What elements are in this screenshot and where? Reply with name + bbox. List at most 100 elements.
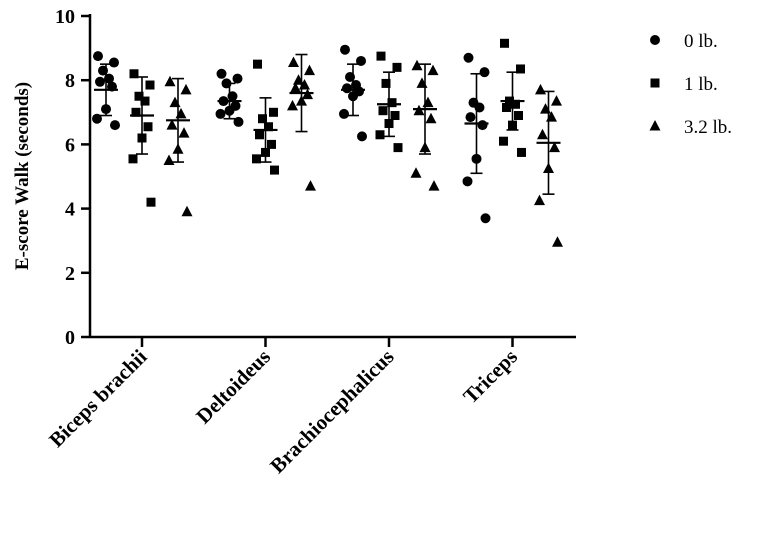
data-point <box>376 51 386 61</box>
data-point <box>175 107 187 119</box>
data-point <box>462 176 473 187</box>
data-point <box>465 112 476 123</box>
data-point <box>270 165 279 175</box>
data-point <box>128 154 138 164</box>
data-point <box>232 73 243 84</box>
data-point <box>178 127 190 138</box>
data-point <box>287 99 298 111</box>
data-point <box>164 75 176 87</box>
x-tick-label: Triceps <box>458 345 522 409</box>
legend-label: 3.2 lb. <box>684 117 732 138</box>
data-point <box>146 197 156 207</box>
data-point <box>267 139 276 149</box>
y-tick-label: 8 <box>65 70 75 92</box>
y-tick-label: 4 <box>65 199 75 221</box>
data-point <box>143 122 153 132</box>
axes: E-score Walk (seconds) <box>12 14 576 339</box>
legend-marker <box>649 120 661 131</box>
data-point <box>305 180 316 191</box>
data-point <box>140 96 150 106</box>
data-point <box>425 112 437 124</box>
data-point <box>255 130 264 140</box>
y-tick-label: 10 <box>55 6 75 28</box>
data-point <box>479 67 490 78</box>
data-point <box>390 111 400 121</box>
legend-marker <box>650 78 660 88</box>
data-point <box>428 180 440 191</box>
data-point <box>517 147 526 157</box>
data-point <box>535 83 546 95</box>
x-tick-label: Brachiocephalicus <box>265 345 398 478</box>
data-point <box>411 59 423 71</box>
x-tick-label: Deltoideus <box>191 345 275 429</box>
legend-item: 3.2 lb. <box>649 117 732 138</box>
data-point <box>477 120 488 131</box>
data-point <box>392 62 402 72</box>
data-point <box>540 103 551 114</box>
data-point <box>109 57 119 68</box>
error-bars <box>94 53 561 195</box>
data-point <box>145 80 155 90</box>
data-point <box>422 96 434 108</box>
data-point <box>166 119 178 130</box>
data-point <box>410 167 422 178</box>
data-point <box>537 128 548 140</box>
data-point <box>534 194 545 206</box>
data-point <box>264 122 273 132</box>
data-point <box>290 82 301 93</box>
data-point <box>381 78 391 88</box>
legend-item: 0 lb. <box>650 31 718 52</box>
data-point <box>288 56 299 68</box>
data-point <box>180 83 192 95</box>
y-tick-label: 0 <box>65 327 75 349</box>
data-point <box>342 83 352 94</box>
data-point <box>252 154 261 164</box>
data-point <box>169 96 181 108</box>
data-point <box>215 108 226 119</box>
data-point <box>378 106 388 116</box>
data-point <box>387 98 397 108</box>
data-point <box>110 120 120 131</box>
data-point <box>129 69 139 79</box>
legend-marker <box>650 35 660 45</box>
data-point <box>375 130 385 140</box>
x-ticks: Biceps brachii DeltoideusBrachiocephalicu… <box>44 337 522 478</box>
legend: 0 lb. 1 lb. 3.2 lb. <box>649 31 732 138</box>
y-ticks: 0 2 4 6 8 10 <box>55 6 90 349</box>
legend-label: 0 lb. <box>684 31 718 52</box>
data-point <box>502 102 511 112</box>
data-point <box>516 64 525 74</box>
data-point <box>463 52 474 63</box>
y-tick-label: 6 <box>65 134 75 156</box>
data-point <box>269 107 278 117</box>
data-point <box>233 116 244 127</box>
data-point <box>480 213 491 224</box>
data-point <box>514 111 523 121</box>
data-point <box>95 76 105 87</box>
data-point <box>511 99 520 109</box>
data-point <box>416 77 428 88</box>
data-point <box>339 108 349 119</box>
data-point <box>304 64 315 76</box>
data-point <box>216 68 227 79</box>
data-point <box>357 131 367 142</box>
data-point <box>393 143 403 153</box>
data-point <box>134 91 144 101</box>
data-point <box>549 141 560 153</box>
y-axis-title: E-score Walk (seconds) <box>12 82 33 270</box>
legend-label: 1 lb. <box>684 74 718 95</box>
data-point <box>551 95 562 106</box>
data-point <box>500 38 509 48</box>
data-point <box>181 205 193 217</box>
data-point <box>552 236 563 247</box>
data-point <box>427 64 439 76</box>
data-point <box>163 154 175 165</box>
data-point <box>92 113 102 124</box>
data-point <box>93 51 103 62</box>
y-tick-label: 2 <box>65 263 75 285</box>
data-points <box>92 38 563 247</box>
data-point <box>131 107 141 117</box>
data-point <box>340 44 350 55</box>
x-tick-label: Biceps brachii <box>44 344 151 451</box>
